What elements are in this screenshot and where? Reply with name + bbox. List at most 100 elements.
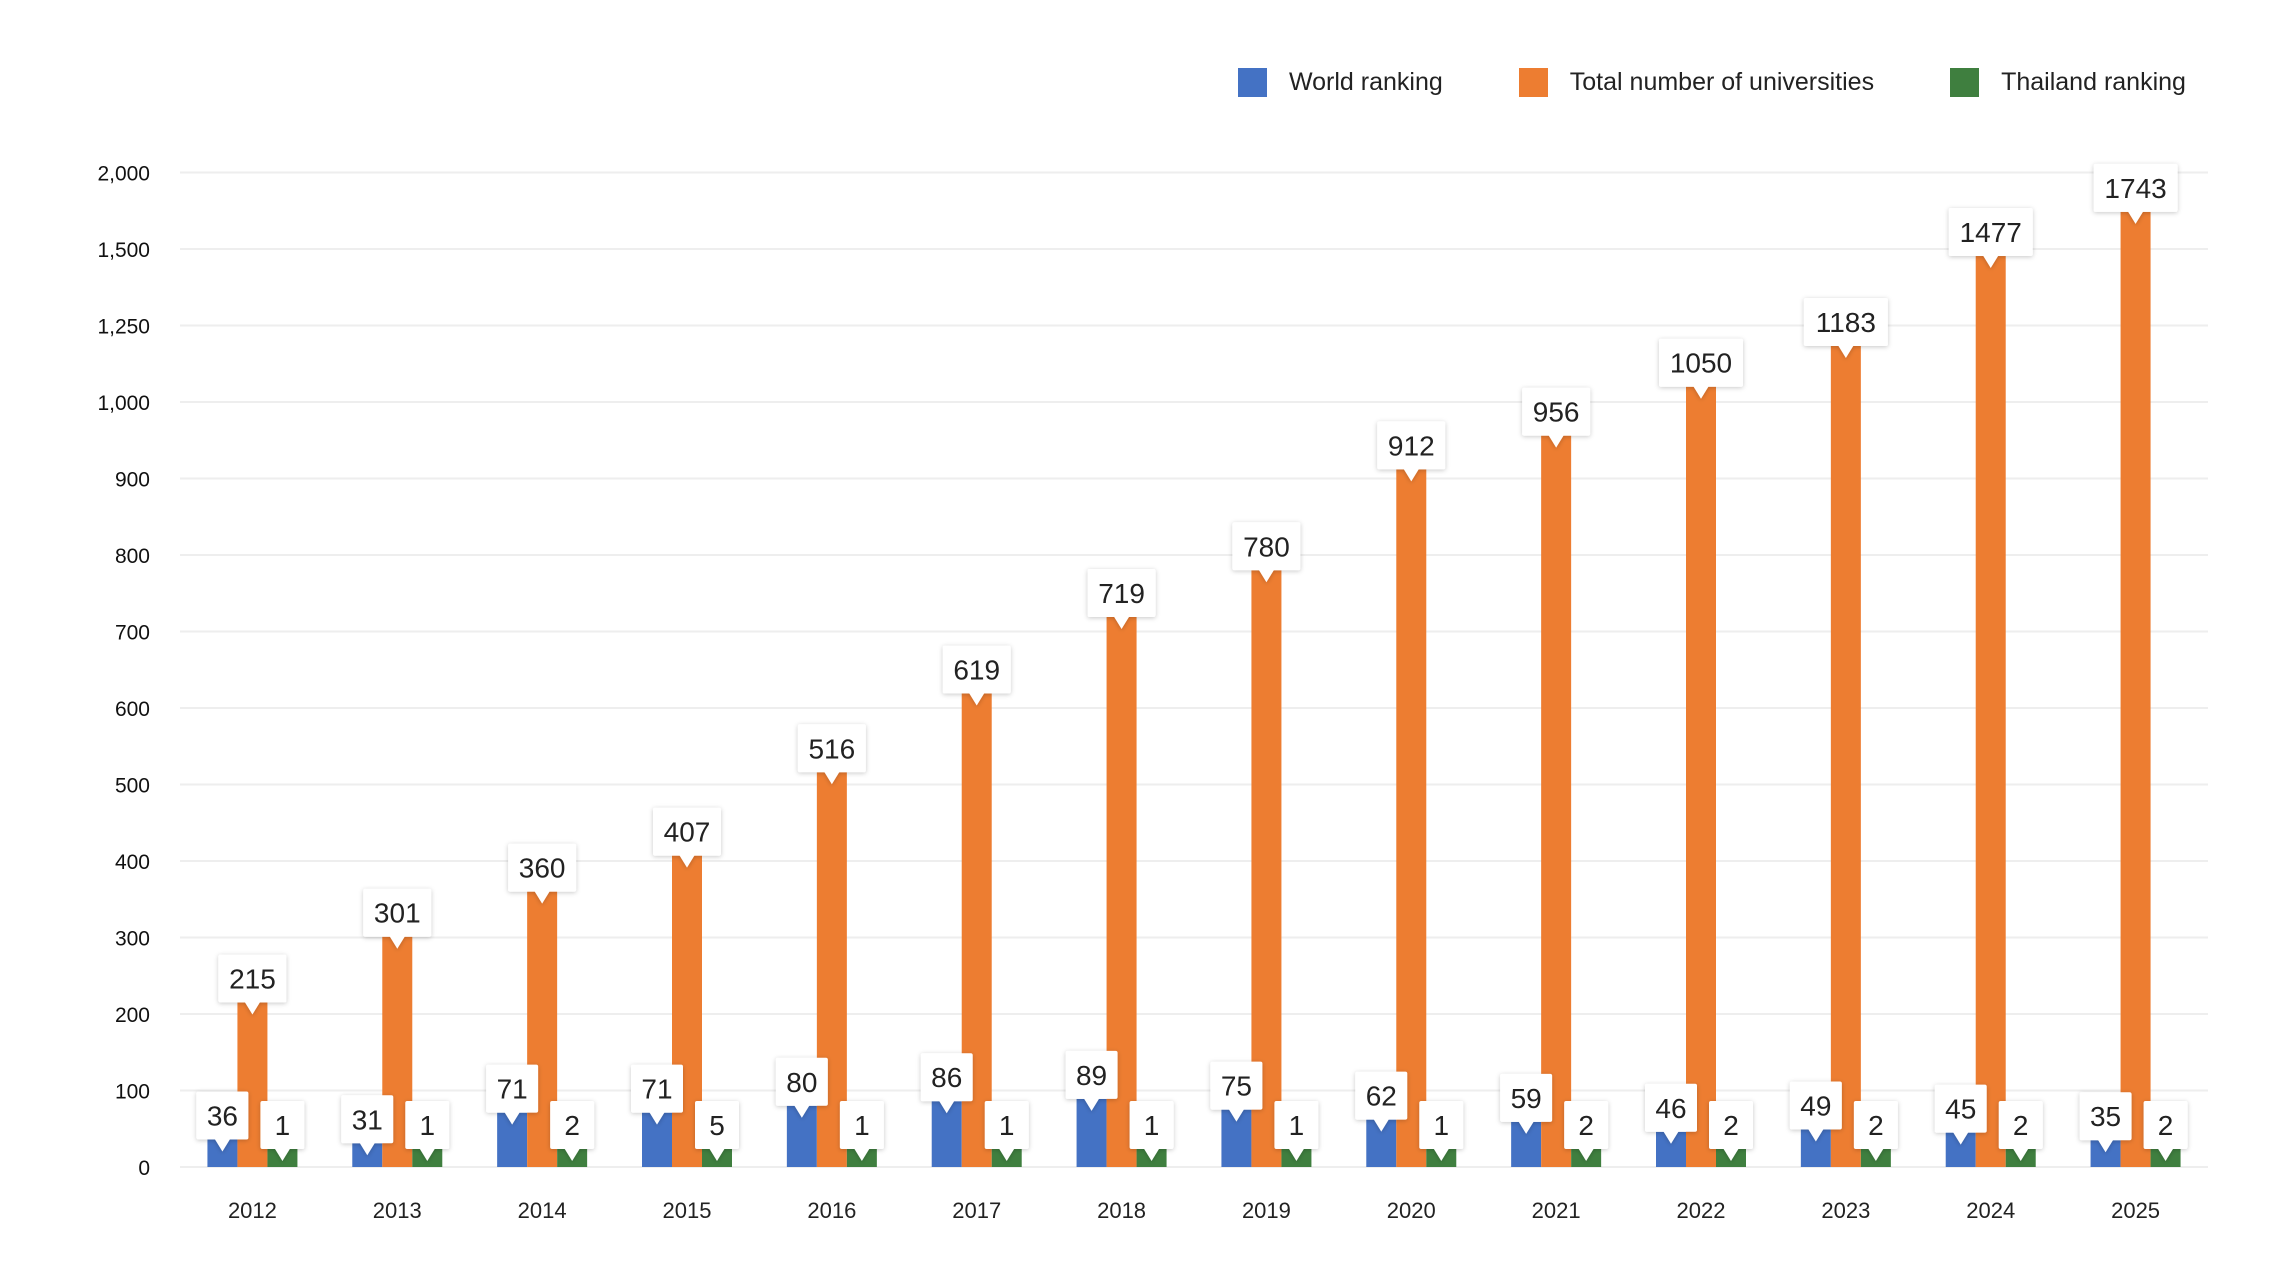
legend: World ranking Total number of universiti… [1238, 68, 2186, 97]
data-label-text: 46 [1655, 1093, 1686, 1124]
data-label-pointer [1723, 1148, 1739, 1161]
data-label-box [1659, 338, 1743, 387]
data-label-box [839, 1101, 884, 1149]
data-label-box [631, 1064, 683, 1113]
data-label-text: 1 [854, 1110, 870, 1141]
data-label [1789, 1081, 1842, 1142]
data-label-text: 956 [1533, 397, 1580, 428]
data-label [1934, 1084, 1987, 1145]
data-label [260, 1101, 305, 1161]
legend-label: World ranking [1289, 68, 1443, 96]
data-label-box [1087, 568, 1156, 617]
data-label [839, 1101, 884, 1161]
data-label [2093, 163, 2178, 224]
x-tick-label: 2012 [228, 1198, 277, 1223]
data-label-box [2079, 1092, 2132, 1141]
x-tick-label: 2020 [1387, 1198, 1436, 1223]
data-label-text: 80 [786, 1067, 817, 1098]
data-label-text: 5 [709, 1110, 725, 1141]
data-label-text: 31 [352, 1104, 383, 1135]
legend-item-world-ranking[interactable]: World ranking [1238, 68, 1443, 97]
data-label-pointer [1433, 1148, 1450, 1161]
data-label-pointer [1982, 255, 1999, 269]
data-label-pointer [534, 890, 551, 904]
data-label-pointer [1952, 1131, 1969, 1145]
legend-swatch-thailand-ranking [1950, 68, 1980, 97]
data-label-box [260, 1101, 305, 1149]
data-label-pointer [1663, 1130, 1679, 1144]
data-label-text: 59 [1511, 1083, 1542, 1114]
x-tick-label: 2017 [952, 1198, 1001, 1223]
data-label [1645, 1083, 1697, 1144]
data-label-pointer [1548, 434, 1565, 448]
legend-item-thailand-ranking[interactable]: Thailand ranking [1950, 68, 2186, 97]
data-label [1065, 1050, 1118, 1111]
x-tick-label: 2013 [373, 1198, 422, 1223]
data-label [775, 1057, 828, 1118]
data-label-text: 1743 [2104, 173, 2166, 204]
data-label-box [2143, 1101, 2188, 1149]
y-tick-label: 800 [115, 545, 150, 568]
data-label-box [1948, 208, 2033, 257]
data-label-pointer [1403, 468, 1420, 482]
x-tick-label: 2018 [1097, 1198, 1146, 1223]
data-label-pointer [1693, 385, 1709, 399]
bar-total-number-of-universities [1686, 386, 1716, 1167]
data-label-text: 1 [1289, 1110, 1305, 1141]
data-label [1210, 1061, 1263, 1122]
y-tick-label: 200 [115, 1004, 150, 1027]
data-label-pointer [359, 1142, 376, 1156]
data-label-pointer [1143, 1148, 1160, 1161]
data-label-text: 75 [1221, 1071, 1252, 1102]
data-label-pointer [793, 1104, 810, 1118]
data-label-pointer [998, 1148, 1015, 1161]
data-label-box [1853, 1101, 1898, 1149]
data-label-text: 35 [2090, 1101, 2121, 1132]
y-tick-label: 300 [115, 928, 150, 951]
data-label [942, 645, 1011, 706]
data-label-pointer [1288, 1148, 1305, 1161]
legend-swatch-world-ranking [1238, 68, 1267, 97]
data-label-text: 1050 [1670, 348, 1732, 379]
legend-label: Thailand ranking [2001, 68, 2186, 96]
data-label [1709, 1101, 1753, 1161]
data-label-box [695, 1101, 739, 1149]
data-label-box [1789, 1081, 1842, 1130]
data-label-pointer [1518, 1120, 1535, 1134]
y-tick-label: 1,250 [97, 316, 150, 339]
data-label-box [363, 888, 432, 937]
data-label [1355, 1071, 1408, 1132]
data-label [341, 1095, 394, 1156]
data-label-text: 780 [1243, 531, 1290, 562]
data-label [1564, 1101, 1609, 1161]
data-label-text: 516 [808, 733, 855, 764]
data-label-pointer [564, 1148, 581, 1161]
data-label-box [1419, 1101, 1464, 1149]
data-label-text: 1 [1433, 1110, 1449, 1141]
y-tick-label: 400 [115, 851, 150, 874]
y-tick-label: 2,000 [97, 163, 150, 186]
data-label-pointer [2127, 210, 2144, 224]
data-label-pointer [1837, 345, 1854, 359]
data-label-text: 619 [953, 654, 1000, 685]
data-label-box [341, 1095, 394, 1144]
data-label-box [920, 1053, 973, 1102]
x-tick-label: 2014 [518, 1198, 567, 1223]
data-label-pointer [1807, 1128, 1824, 1142]
bar-total-number-of-universities [1975, 256, 2006, 1168]
legend-item-total-universities[interactable]: Total number of universities [1518, 68, 1875, 97]
data-label-pointer [1113, 615, 1130, 629]
x-tick-label: 2024 [1966, 1198, 2015, 1223]
data-label-pointer [2012, 1148, 2029, 1161]
data-label-pointer [1083, 1097, 1100, 1111]
y-tick-label: 500 [115, 775, 150, 798]
data-label-box [1274, 1101, 1319, 1149]
data-label-box [1564, 1101, 1609, 1149]
data-label-text: 62 [1366, 1081, 1397, 1112]
data-label-text: 89 [1076, 1060, 1107, 1091]
legend-label: Total number of universities [1569, 68, 1875, 96]
data-label-pointer [1258, 569, 1275, 583]
y-tick-label: 600 [115, 698, 150, 721]
data-label-text: 407 [664, 817, 711, 848]
data-label [1853, 1101, 1898, 1161]
